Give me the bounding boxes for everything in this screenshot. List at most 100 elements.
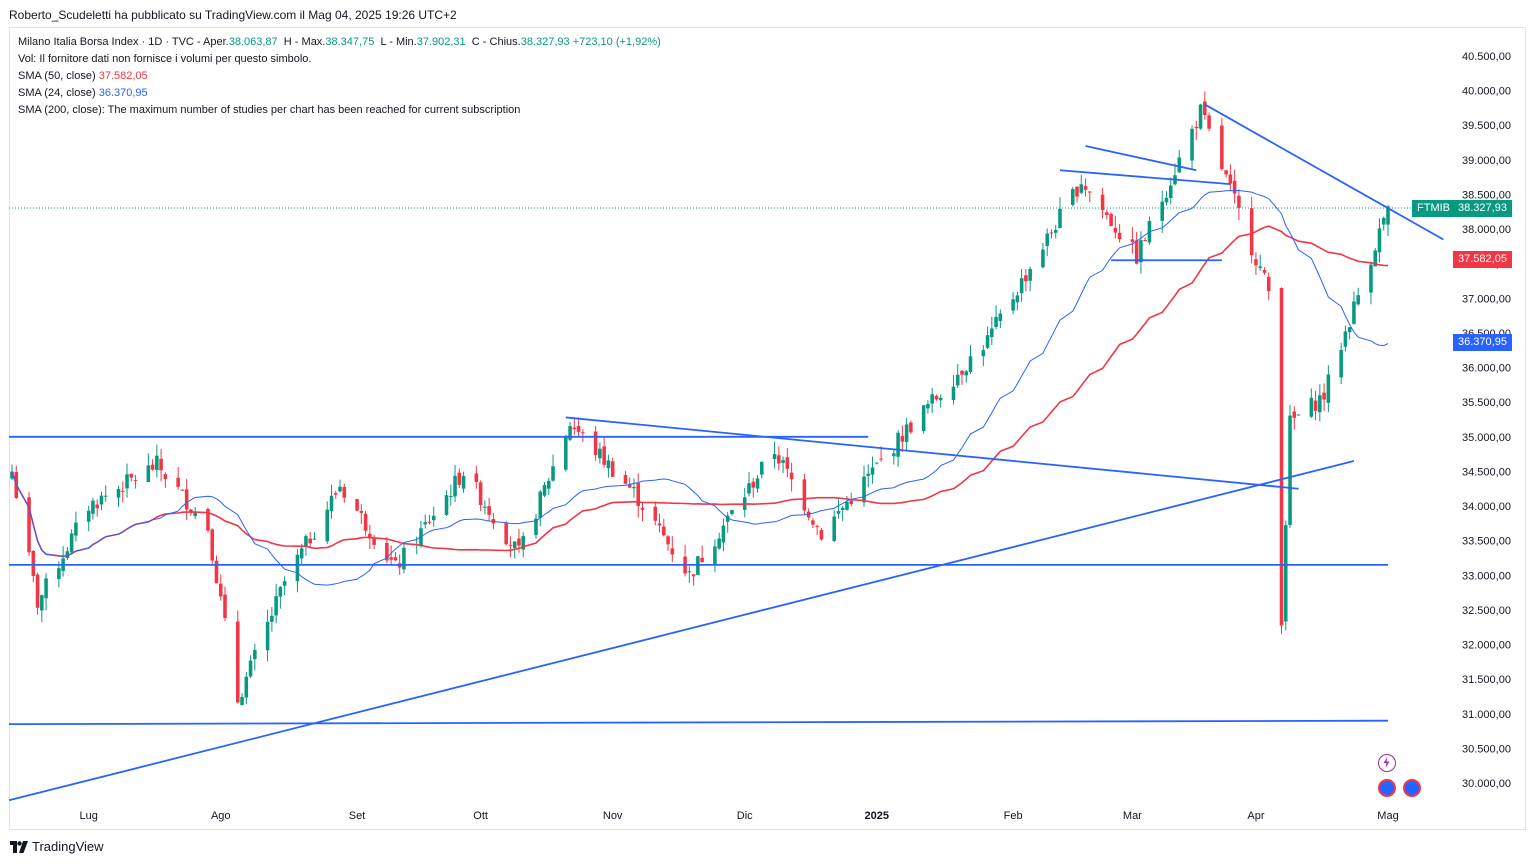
candle-body: [572, 427, 577, 430]
chart-frame[interactable]: [9, 27, 1526, 830]
candle-body: [662, 526, 666, 536]
candle-body: [1262, 270, 1267, 273]
candle-body: [593, 431, 598, 456]
sma50-tag: 37.582,05: [1453, 251, 1512, 268]
trendline: [8, 460, 1355, 802]
candle-body: [1343, 331, 1348, 347]
candle-body: [368, 533, 372, 539]
candle-body: [926, 404, 930, 409]
candle-body: [1232, 180, 1237, 194]
candle-body: [670, 548, 675, 555]
candle-body: [461, 476, 466, 489]
candle-body: [1224, 170, 1228, 175]
candle-body: [636, 483, 641, 507]
price-tick-label: 32.500,00: [1462, 605, 1511, 617]
candle-body: [623, 475, 628, 484]
candle-body: [1168, 185, 1173, 198]
candle-body: [363, 513, 368, 531]
candle-body: [1190, 128, 1194, 161]
candle-body: [602, 446, 606, 465]
candle-body: [1254, 259, 1258, 266]
price-tick-label: 40.000,00: [1462, 86, 1511, 98]
price-tick-label: 34.000,00: [1462, 501, 1511, 513]
candle-body: [1019, 278, 1024, 294]
lightning-icon[interactable]: [1378, 754, 1396, 772]
candle-body: [338, 486, 342, 492]
candle-body: [91, 500, 95, 514]
lightning-glyph: [1383, 757, 1390, 768]
candle-body: [632, 487, 636, 489]
candle-body: [57, 568, 61, 580]
candle-body: [534, 518, 538, 536]
candle-body: [1194, 126, 1199, 128]
legend-change: +723,10 (+1,92%): [572, 36, 661, 48]
candle-body: [189, 509, 193, 513]
trendline: [1059, 169, 1231, 185]
last-price-tag: 38.327,93: [1453, 200, 1512, 217]
event-icon-earnings[interactable]: [1378, 779, 1396, 797]
candle-body: [1347, 327, 1352, 333]
candle-body: [342, 486, 347, 498]
price-tick-label: 37.000,00: [1462, 293, 1511, 305]
candle-body: [355, 499, 359, 511]
legend-sma24[interactable]: SMA (24, close) 36.370,95: [18, 87, 148, 99]
trendline: [1204, 103, 1444, 241]
time-axis[interactable]: Lug Ago Set Ott Nov Dic 2025 Feb Mar Apr Mag: [80, 810, 1399, 822]
candle-body: [1386, 206, 1390, 225]
price-tick-label: 39.000,00: [1462, 155, 1511, 167]
legend-l-text: Min.: [395, 36, 417, 48]
event-icon-dividend[interactable]: [1403, 779, 1421, 797]
candle-body: [1237, 195, 1241, 208]
candle-body: [65, 551, 70, 559]
legend-l-label: L: [380, 36, 387, 48]
sma24-line: [11, 189, 1389, 586]
candle-body: [1053, 229, 1058, 233]
candle-body: [512, 541, 517, 549]
candle-body: [504, 522, 508, 545]
candle-body: [845, 502, 849, 510]
candle-body: [870, 467, 875, 475]
candle-body: [832, 516, 836, 541]
candle-body: [627, 484, 632, 488]
candle-body: [862, 476, 866, 503]
time-tick-label: Mar: [1123, 810, 1142, 822]
price-axis[interactable]: 30.000,00 30.500,00 31.000,00 31.500,00 32.0…: [1462, 51, 1511, 790]
candle-body: [730, 509, 734, 515]
candle-body: [1207, 115, 1211, 129]
price-tick-label: 31.500,00: [1462, 674, 1511, 686]
candle-body: [1113, 227, 1118, 233]
candle-body: [218, 583, 223, 597]
tradingview-logo[interactable]: TradingView: [10, 839, 104, 854]
candle-body: [483, 506, 487, 508]
candle-body: [1279, 288, 1284, 626]
candle-body: [960, 370, 964, 375]
candle-body: [564, 436, 568, 470]
legend-c-value: 38.327,93: [520, 36, 570, 48]
price-tick-label: 38.000,00: [1462, 224, 1511, 236]
legend-sma50[interactable]: SMA (50, close) 37.582,05: [18, 70, 148, 82]
candle-body: [951, 386, 956, 401]
candle-body: [896, 432, 900, 457]
candle-body: [717, 538, 721, 549]
candle-body: [1024, 275, 1028, 282]
legend-h-text: Max.: [301, 36, 326, 48]
candle-body: [184, 489, 189, 510]
candle-body: [1322, 392, 1326, 400]
legend-symbol: Milano Italia Borsa Index · 1D · TVC: [18, 36, 194, 48]
candle-body: [900, 435, 905, 442]
candle-body: [1326, 374, 1331, 403]
candle-body: [176, 477, 180, 487]
time-tick-label: Dic: [737, 810, 753, 822]
candle-body: [806, 511, 811, 518]
candle-body: [236, 621, 240, 703]
price-tick-label: 34.500,00: [1462, 466, 1511, 478]
candle-body: [402, 547, 406, 570]
candle-body: [909, 422, 913, 433]
candle-body: [265, 621, 270, 651]
legend-volume: Vol: Il fornitore dati non fornisce i vo…: [18, 53, 312, 65]
legend-sma200[interactable]: SMA (200, close): The maximum number of …: [18, 104, 521, 116]
candle-body: [1041, 249, 1045, 268]
candle-body: [270, 615, 274, 622]
time-tick-label: Nov: [603, 810, 623, 822]
